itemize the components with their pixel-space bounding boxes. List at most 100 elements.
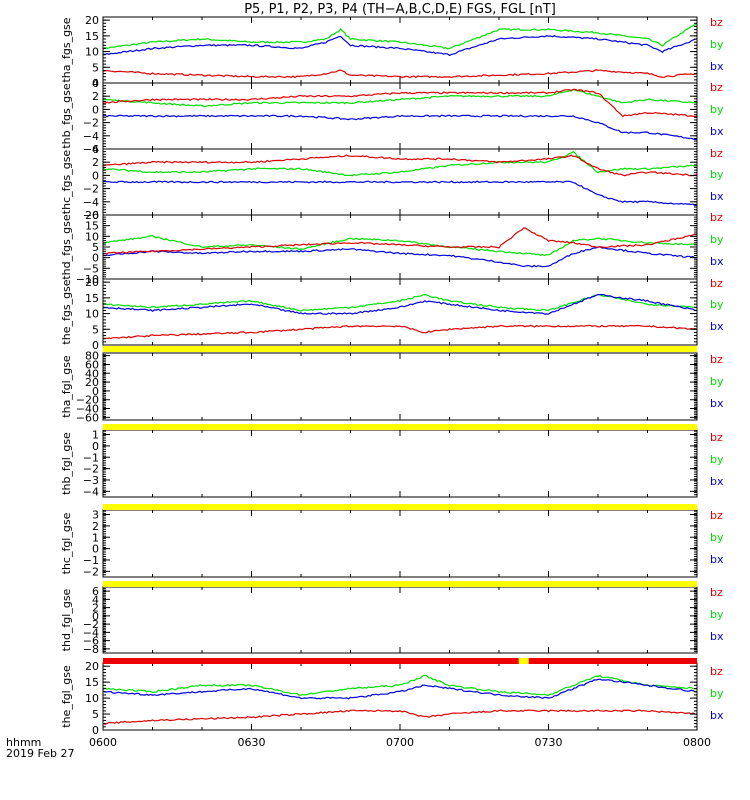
series-bz-line xyxy=(102,227,698,255)
series-bx-line xyxy=(103,294,698,315)
panel-ylabel: thd_fgs_gse xyxy=(60,214,73,280)
x-tick-label: 0700 xyxy=(386,736,414,749)
legend-bz: bz xyxy=(710,586,723,599)
legend-bx: bx xyxy=(710,125,724,138)
panel-ylabel: thb_fgl_gse xyxy=(60,432,73,495)
y-tick-label: 20 xyxy=(85,209,99,222)
series-by-line xyxy=(102,674,698,697)
legend-bz: bz xyxy=(710,431,723,444)
series-bz-line xyxy=(102,88,698,118)
series-bx-line xyxy=(102,180,698,207)
y-tick-label: 15 xyxy=(85,220,99,233)
legend-by: by xyxy=(710,168,724,181)
y-tick-label: 20 xyxy=(85,276,99,289)
panel-thb_fgl_gse: 10−1−2−3−4 thb_fgl_gse bz by bx xyxy=(60,429,724,499)
x-tick-label: 0800 xyxy=(683,736,711,749)
series-bz-line xyxy=(102,709,698,725)
series-by-line xyxy=(102,150,698,177)
series-by-line xyxy=(102,22,698,50)
legend-bx: bx xyxy=(710,630,724,643)
y-tick-label: −6 xyxy=(83,209,99,222)
y-tick-label: 0 xyxy=(92,543,99,556)
x-tick-label: 0730 xyxy=(535,736,563,749)
status-bar-red xyxy=(103,658,519,664)
legend-bx: bx xyxy=(710,709,724,722)
panel-ylabel: the_fgs_gse xyxy=(60,279,73,344)
legend-by: by xyxy=(710,298,724,311)
series-by-line xyxy=(102,88,698,108)
y-tick-label: 2 xyxy=(92,90,99,103)
y-tick-label: 40 xyxy=(85,367,99,380)
panel-frame xyxy=(102,586,698,654)
y-tick-label: 0 xyxy=(92,610,99,623)
status-bar xyxy=(103,658,697,664)
y-tick-label: 10 xyxy=(85,230,99,243)
y-tick-label: −3 xyxy=(83,474,99,487)
legend-bz: bz xyxy=(710,147,723,160)
legend-bz: bz xyxy=(710,211,723,224)
panel-ylabel: thd_fgl_gse xyxy=(60,588,73,651)
y-tick-label: 1 xyxy=(92,429,99,442)
legend-by: by xyxy=(710,375,724,388)
y-tick-label: 5 xyxy=(92,323,99,336)
status-bar-red xyxy=(528,658,697,664)
y-tick-label: 0 xyxy=(92,77,99,90)
y-tick-label: 2 xyxy=(92,156,99,169)
status-bar-yellow xyxy=(103,424,697,430)
panel-ylabel: thb_fgs_gse xyxy=(60,83,73,149)
status-bar xyxy=(103,581,697,587)
legend-bx: bx xyxy=(710,553,724,566)
series-bz-line xyxy=(102,324,698,340)
legend-by: by xyxy=(710,608,724,621)
y-tick-label: 15 xyxy=(85,30,99,43)
y-tick-label: 20 xyxy=(85,376,99,389)
y-tick-label: 2 xyxy=(92,520,99,533)
panel-ylabel: tha_fgs_gse xyxy=(60,17,73,82)
y-tick-label: −2 xyxy=(83,463,99,476)
y-tick-label: 6 xyxy=(92,585,99,598)
status-bar-yellow xyxy=(518,658,529,664)
status-bar xyxy=(103,346,697,352)
legend-bz: bz xyxy=(710,509,723,522)
y-tick-label: 0 xyxy=(92,103,99,116)
legend-by: by xyxy=(710,103,724,116)
legend-by: by xyxy=(710,687,724,700)
y-tick-label: 2 xyxy=(92,602,99,615)
y-tick-label: 1 xyxy=(92,531,99,544)
y-tick-label: 3 xyxy=(92,509,99,522)
status-bar xyxy=(103,424,697,430)
legend-by: by xyxy=(710,531,724,544)
y-tick-label: −4 xyxy=(83,485,99,498)
panel-ylabel: thc_fgs_gse xyxy=(60,150,73,215)
y-tick-label: 5 xyxy=(92,241,99,254)
panel-the_fgs_gse: 0 5 10 15 20 the_fgs_gse bz by bx xyxy=(60,276,724,352)
y-tick-label: 15 xyxy=(85,292,99,305)
y-tick-label: −10 xyxy=(76,273,99,286)
y-tick-label: 20 xyxy=(85,14,99,27)
y-tick-label: 0 xyxy=(92,724,99,737)
y-tick-label: 4 xyxy=(92,77,99,90)
y-tick-label: 60 xyxy=(85,358,99,371)
status-bar-yellow xyxy=(103,504,697,510)
y-tick-label: 15 xyxy=(85,676,99,689)
time-format-label: hhmm xyxy=(6,736,41,749)
panel-the_fgl_gse: 0 5 10 15 20 the_fgl_gse bz by bx xyxy=(60,660,724,737)
x-tick-label: 0600 xyxy=(89,736,117,749)
date-label: 2019 Feb 27 xyxy=(6,747,74,760)
panel-ylabel: the_fgl_gse xyxy=(60,665,73,728)
series-bx-line xyxy=(102,114,698,141)
status-bar xyxy=(103,504,697,510)
y-tick-label: 4 xyxy=(92,143,99,156)
legend-bx: bx xyxy=(710,475,724,488)
y-tick-label: −8 xyxy=(83,643,99,656)
panel-frame xyxy=(102,16,698,84)
y-tick-label: −5 xyxy=(83,262,99,275)
y-tick-label: 4 xyxy=(92,593,99,606)
y-tick-label: 0 xyxy=(92,440,99,453)
legend-bz: bz xyxy=(710,665,723,678)
y-tick-label: −1 xyxy=(83,451,99,464)
